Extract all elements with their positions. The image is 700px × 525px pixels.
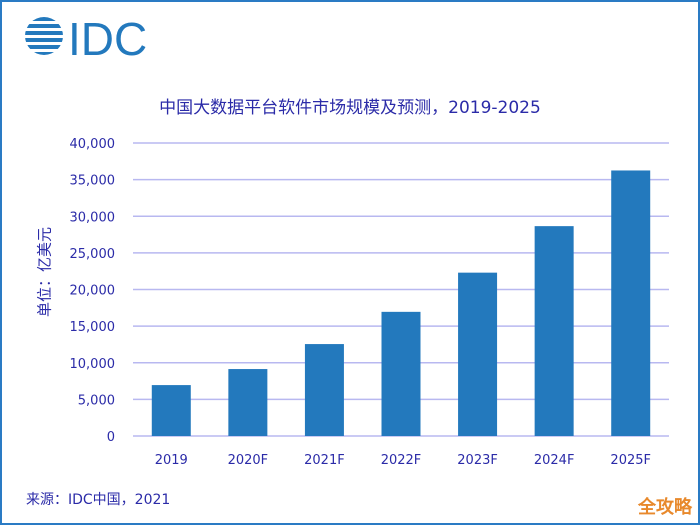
bar bbox=[151, 385, 191, 436]
watermark: 全攻略 bbox=[638, 497, 692, 518]
y-tick-label: 15,000 bbox=[70, 320, 116, 335]
bar bbox=[534, 226, 574, 436]
x-tick-label: 2023F bbox=[457, 453, 498, 468]
x-tick-label: 2022F bbox=[381, 453, 422, 468]
x-tick-label: 2021F bbox=[304, 453, 345, 468]
x-tick-label: 2019 bbox=[155, 453, 188, 468]
y-tick-label: 10,000 bbox=[70, 357, 116, 372]
x-tick-label: 2024F bbox=[534, 453, 575, 468]
bar bbox=[381, 311, 421, 436]
y-tick-label: 40,000 bbox=[70, 137, 116, 152]
bar bbox=[611, 170, 651, 436]
y-tick-label: 30,000 bbox=[70, 210, 116, 225]
y-tick-label: 0 bbox=[107, 430, 115, 445]
source-note: 来源：IDC中国，2021 bbox=[26, 492, 171, 508]
y-tick-label: 20,000 bbox=[70, 284, 116, 299]
y-tick-label: 35,000 bbox=[70, 174, 116, 189]
bar bbox=[228, 369, 268, 436]
bar bbox=[458, 272, 498, 436]
bar bbox=[304, 344, 344, 436]
x-tick-label: 2025F bbox=[610, 453, 651, 468]
chart-title: 中国大数据平台软件市场规模及预测，2019-2025 bbox=[159, 98, 541, 118]
idc-logo: IDC bbox=[22, 13, 162, 65]
y-tick-label: 25,000 bbox=[70, 247, 116, 262]
y-tick-label: 5,000 bbox=[78, 393, 115, 408]
logo-text: IDC bbox=[68, 14, 147, 60]
x-tick-label: 2020F bbox=[228, 453, 269, 468]
